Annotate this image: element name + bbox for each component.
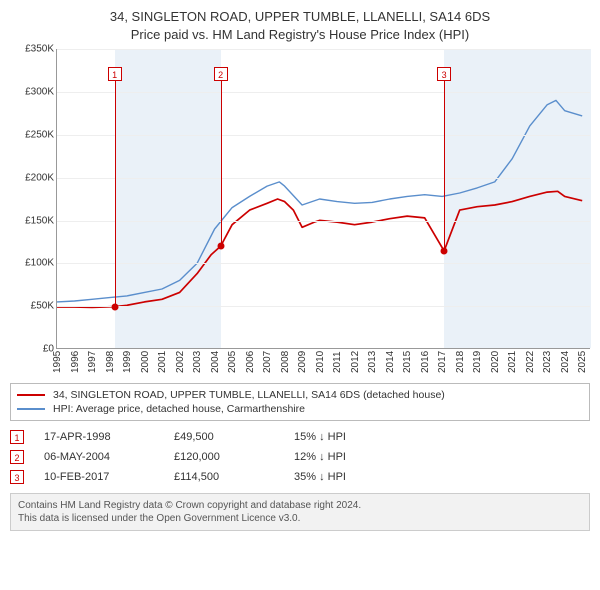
x-tick-label: 1997 <box>87 351 98 373</box>
x-tick-label: 2008 <box>280 351 291 373</box>
series-price_paid <box>57 191 582 307</box>
x-tick-label: 2019 <box>472 351 483 373</box>
y-tick-label: £150K <box>10 215 54 226</box>
chart-svg <box>57 49 591 349</box>
x-tick-label: 2005 <box>227 351 238 373</box>
y-tick-label: £50K <box>10 301 54 312</box>
x-tick-label: 2006 <box>245 351 256 373</box>
x-tick-label: 2021 <box>507 351 518 373</box>
callout-line <box>444 81 445 251</box>
legend-label: HPI: Average price, detached house, Carm… <box>53 403 305 415</box>
callout-line <box>115 81 116 307</box>
price-marker <box>111 303 118 310</box>
callout-box: 2 <box>214 67 228 81</box>
footer: Contains HM Land Registry data © Crown c… <box>10 493 590 531</box>
event-delta: 12% ↓ HPI <box>294 451 394 463</box>
title-subtitle: Price paid vs. HM Land Registry's House … <box>10 26 590 44</box>
y-axis: £0£50K£100K£150K£200K£250K£300K£350K <box>10 49 56 349</box>
event-date: 17-APR-1998 <box>44 431 154 443</box>
x-tick-label: 2004 <box>210 351 221 373</box>
gridline <box>57 306 590 307</box>
x-tick-label: 2024 <box>560 351 571 373</box>
y-tick-label: £250K <box>10 129 54 140</box>
callout-box: 3 <box>437 67 451 81</box>
footer-line-2: This data is licensed under the Open Gov… <box>18 512 582 525</box>
chart-container: 34, SINGLETON ROAD, UPPER TUMBLE, LLANEL… <box>0 0 600 379</box>
title-block: 34, SINGLETON ROAD, UPPER TUMBLE, LLANEL… <box>10 8 590 43</box>
x-tick-label: 2015 <box>402 351 413 373</box>
x-axis: 1995199619971998199920002001200220032004… <box>56 349 590 379</box>
event-number: 1 <box>10 430 24 444</box>
event-price: £114,500 <box>174 471 274 483</box>
x-tick-label: 2002 <box>175 351 186 373</box>
x-tick-label: 2000 <box>140 351 151 373</box>
event-row: 1 17-APR-1998 £49,500 15% ↓ HPI <box>10 427 590 447</box>
x-tick-label: 2011 <box>332 352 343 374</box>
plot-area: 1 2 3 <box>56 49 590 349</box>
gridline <box>57 263 590 264</box>
x-tick-label: 2014 <box>385 351 396 373</box>
y-tick-label: £300K <box>10 86 54 97</box>
x-tick-label: 2025 <box>577 351 588 373</box>
y-tick-label: £0 <box>10 344 54 355</box>
x-tick-label: 1999 <box>122 351 133 373</box>
x-tick-label: 2007 <box>262 351 273 373</box>
x-tick-label: 2022 <box>525 351 536 373</box>
event-table: 1 17-APR-1998 £49,500 15% ↓ HPI 2 06-MAY-2004… <box>10 427 590 487</box>
event-date: 10-FEB-2017 <box>44 471 154 483</box>
legend-swatch <box>17 408 45 410</box>
x-tick-label: 2003 <box>192 351 203 373</box>
x-tick-label: 2013 <box>367 351 378 373</box>
x-tick-label: 2018 <box>455 351 466 373</box>
plot-wrap: £0£50K£100K£150K£200K£250K£300K£350K 123… <box>10 49 590 379</box>
event-number: 2 <box>10 450 24 464</box>
x-tick-label: 2009 <box>297 351 308 373</box>
legend-row: 34, SINGLETON ROAD, UPPER TUMBLE, LLANEL… <box>17 388 583 402</box>
callout-line <box>221 81 222 246</box>
event-row: 3 10-FEB-2017 £114,500 35% ↓ HPI <box>10 467 590 487</box>
title-address: 34, SINGLETON ROAD, UPPER TUMBLE, LLANEL… <box>10 8 590 26</box>
event-date: 06-MAY-2004 <box>44 451 154 463</box>
y-tick-label: £350K <box>10 44 54 55</box>
gridline <box>57 221 590 222</box>
footer-line-1: Contains HM Land Registry data © Crown c… <box>18 499 582 512</box>
gridline <box>57 92 590 93</box>
legend-row: HPI: Average price, detached house, Carm… <box>17 402 583 416</box>
series-hpi <box>57 100 582 302</box>
x-tick-label: 2001 <box>157 351 168 373</box>
legend-label: 34, SINGLETON ROAD, UPPER TUMBLE, LLANEL… <box>53 389 445 401</box>
gridline <box>57 178 590 179</box>
event-price: £120,000 <box>174 451 274 463</box>
legend: 34, SINGLETON ROAD, UPPER TUMBLE, LLANEL… <box>10 383 590 421</box>
x-tick-label: 2012 <box>350 351 361 373</box>
event-price: £49,500 <box>174 431 274 443</box>
event-delta: 35% ↓ HPI <box>294 471 394 483</box>
x-tick-label: 1998 <box>105 351 116 373</box>
x-tick-label: 2010 <box>315 351 326 373</box>
event-row: 2 06-MAY-2004 £120,000 12% ↓ HPI <box>10 447 590 467</box>
gridline <box>57 49 590 50</box>
legend-swatch <box>17 394 45 396</box>
x-tick-label: 2016 <box>420 351 431 373</box>
y-tick-label: £100K <box>10 258 54 269</box>
y-tick-label: £200K <box>10 172 54 183</box>
gridline <box>57 135 590 136</box>
event-delta: 15% ↓ HPI <box>294 431 394 443</box>
event-number: 3 <box>10 470 24 484</box>
x-tick-label: 2020 <box>490 351 501 373</box>
x-tick-label: 2017 <box>437 351 448 373</box>
x-tick-label: 1996 <box>70 351 81 373</box>
x-tick-label: 2023 <box>542 351 553 373</box>
callout-box: 1 <box>108 67 122 81</box>
x-tick-label: 1995 <box>52 351 63 373</box>
price-marker <box>441 247 448 254</box>
price-marker <box>217 243 224 250</box>
